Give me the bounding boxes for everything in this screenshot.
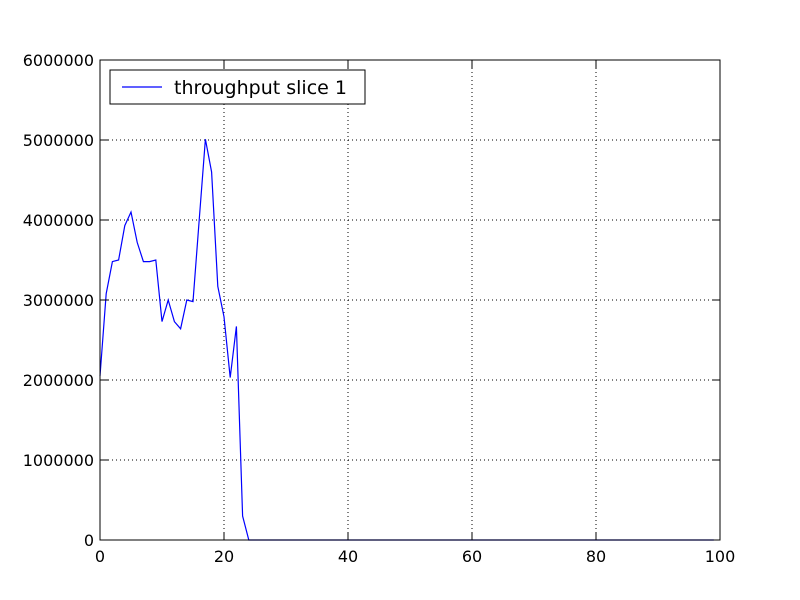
tick-labels: 0 20 40 60 80 100 0 1000000 2000000 3000000 400000… bbox=[23, 51, 736, 566]
x-tick-label: 100 bbox=[705, 547, 736, 566]
grid-lines bbox=[100, 60, 720, 540]
y-tick-label: 3000000 bbox=[23, 291, 94, 310]
x-tick-label: 20 bbox=[214, 547, 234, 566]
x-tick-label: 60 bbox=[462, 547, 482, 566]
y-tick-label: 2000000 bbox=[23, 371, 94, 390]
axis-ticks bbox=[99, 59, 721, 541]
y-tick-label: 5000000 bbox=[23, 131, 94, 150]
x-tick-label: 0 bbox=[95, 547, 105, 566]
y-tick-label: 6000000 bbox=[23, 51, 94, 70]
y-tick-label: 4000000 bbox=[23, 211, 94, 230]
legend: throughput slice 1 bbox=[109, 69, 366, 105]
y-tick-label: 1000000 bbox=[23, 451, 94, 470]
x-tick-label: 40 bbox=[338, 547, 358, 566]
y-tick-label: 0 bbox=[84, 531, 94, 550]
legend-label: throughput slice 1 bbox=[174, 77, 347, 99]
x-tick-label: 80 bbox=[586, 547, 606, 566]
